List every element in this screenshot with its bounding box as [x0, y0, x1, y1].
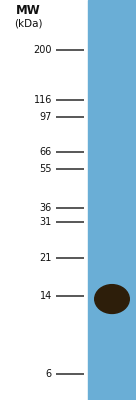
Text: 200: 200 — [33, 45, 52, 55]
Ellipse shape — [95, 285, 129, 314]
Text: 6: 6 — [46, 369, 52, 379]
Text: 66: 66 — [40, 148, 52, 158]
Text: 21: 21 — [40, 253, 52, 263]
Text: (kDa): (kDa) — [14, 18, 42, 28]
Bar — [88, 0, 136, 400]
Text: 31: 31 — [40, 217, 52, 227]
Text: 14: 14 — [40, 291, 52, 301]
Text: 97: 97 — [40, 112, 52, 122]
Text: 55: 55 — [39, 164, 52, 174]
Text: 116: 116 — [34, 95, 52, 105]
Text: 36: 36 — [40, 204, 52, 214]
Text: MW: MW — [16, 4, 40, 16]
